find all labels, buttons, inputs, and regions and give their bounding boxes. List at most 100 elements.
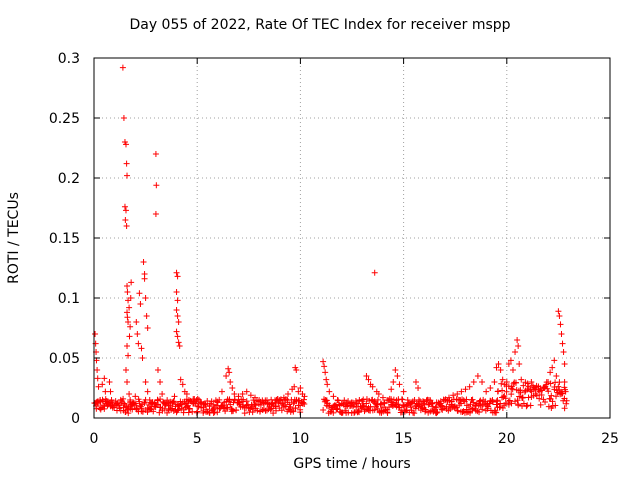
data-point [164, 397, 171, 404]
data-point [458, 388, 465, 395]
data-point [477, 397, 484, 404]
data-point [124, 379, 131, 385]
data-point [127, 397, 134, 403]
data-point [178, 401, 185, 408]
data-point [177, 376, 184, 383]
data-point [174, 333, 181, 340]
data-point [137, 301, 144, 307]
data-point [325, 403, 332, 410]
data-point [508, 391, 515, 398]
data-point [537, 401, 544, 408]
data-point [338, 400, 345, 407]
data-point [559, 390, 566, 397]
data-point [320, 406, 327, 413]
data-point [498, 380, 505, 387]
data-point [174, 313, 181, 319]
data-point [175, 339, 182, 346]
data-point [128, 403, 135, 409]
data-point [375, 391, 382, 397]
data-point [190, 400, 197, 407]
data-point [224, 404, 231, 411]
data-point [125, 319, 132, 325]
data-point [497, 400, 504, 407]
data-point [109, 403, 116, 409]
data-point [334, 397, 341, 403]
data-point [225, 365, 232, 372]
data-point [390, 379, 397, 385]
data-point [366, 397, 373, 404]
data-point [505, 401, 512, 408]
data-point [542, 399, 549, 406]
data-point [415, 396, 422, 403]
data-point [499, 387, 506, 394]
data-point [287, 403, 294, 410]
data-point [515, 343, 522, 349]
data-point [194, 395, 201, 402]
data-point [150, 408, 157, 415]
data-point [324, 381, 331, 388]
data-point [122, 141, 129, 148]
data-point [233, 407, 240, 414]
data-point [153, 182, 160, 189]
data-point [538, 392, 545, 399]
data-point [143, 313, 150, 319]
y-tick-label: 0.25 [49, 111, 80, 127]
data-point [356, 409, 363, 416]
data-point [532, 391, 539, 397]
data-point [524, 380, 531, 387]
data-point [417, 398, 424, 405]
data-point [173, 269, 180, 276]
data-point [379, 394, 386, 401]
data-point [124, 172, 131, 179]
data-point [293, 367, 300, 373]
data-point [144, 388, 151, 395]
data-point [220, 402, 227, 409]
data-point [384, 397, 391, 403]
data-point [495, 361, 502, 367]
data-point [108, 397, 115, 403]
data-point [136, 398, 143, 405]
data-point [525, 383, 532, 390]
data-point [544, 385, 551, 392]
data-point [290, 408, 297, 415]
data-point [528, 379, 535, 386]
data-point [183, 391, 190, 397]
data-point [408, 399, 415, 406]
data-point [527, 402, 534, 409]
data-point [559, 340, 566, 347]
data-point [552, 402, 559, 409]
data-point [523, 403, 530, 410]
data-point [124, 289, 131, 295]
data-point [157, 396, 164, 403]
data-point [142, 295, 149, 301]
data-point [106, 379, 113, 385]
data-point [124, 343, 131, 349]
data-point [521, 388, 528, 395]
data-point [425, 401, 432, 408]
data-point [509, 386, 516, 393]
data-point [330, 409, 337, 416]
data-point [301, 393, 308, 400]
data-point [494, 397, 501, 404]
data-point [146, 397, 153, 403]
data-point [365, 376, 372, 383]
data-point [123, 160, 130, 167]
data-point [514, 397, 521, 404]
data-point [432, 404, 439, 411]
data-point [126, 333, 133, 340]
data-point [515, 401, 522, 408]
data-point [142, 379, 149, 385]
data-point [144, 325, 151, 331]
data-point [189, 408, 196, 415]
data-point [230, 407, 237, 414]
data-point [127, 295, 134, 301]
data-point [139, 355, 146, 361]
data-point [551, 357, 558, 364]
data-point [227, 401, 234, 408]
data-point [235, 393, 242, 400]
data-point [120, 395, 127, 402]
data-point [94, 375, 101, 382]
data-point [101, 375, 108, 382]
data-point [427, 397, 434, 404]
data-point [451, 403, 458, 410]
